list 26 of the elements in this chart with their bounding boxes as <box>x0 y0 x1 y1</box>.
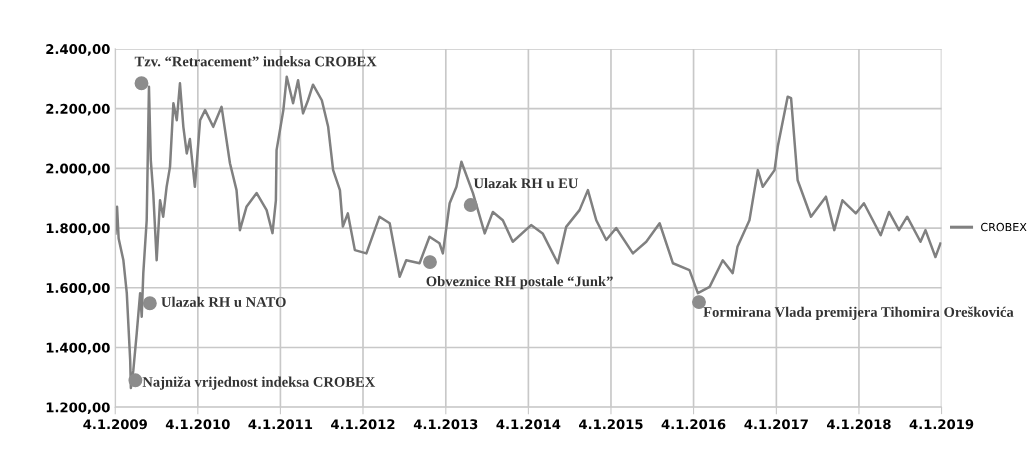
x-tick-label: 4.1.2011 <box>248 419 313 430</box>
annotation: Ulazak RH u EU <box>473 177 579 189</box>
x-tick-label: 4.1.2019 <box>909 419 974 430</box>
line-series <box>115 75 942 390</box>
annotation: Najniža vrijednost indeksa CROBEX <box>142 376 376 390</box>
annotation: Ulazak RH u NATO <box>161 296 286 307</box>
x-tick-label: 4.1.2016 <box>661 419 726 430</box>
x-tick-label: 4.1.2014 <box>496 419 561 430</box>
x-tick-label: 4.1.2010 <box>165 419 230 430</box>
y-tick-label: 1.600,00 <box>46 282 110 295</box>
x-tick-label: 4.1.2017 <box>744 419 808 430</box>
y-tick-label: 1.200,00 <box>46 402 110 415</box>
x-tick-label: 4.1.2015 <box>579 419 643 430</box>
x-tick-label: 4.1.2013 <box>413 419 478 430</box>
y-tick-label: 1.800,00 <box>46 223 110 235</box>
legend-label: CROBEX <box>981 222 1027 232</box>
annotation: Obveznice RH postale “Junk” <box>426 275 613 290</box>
x-tick-label: 4.1.2012 <box>331 419 395 430</box>
x-tick-label: 4.1.2009 <box>83 419 147 430</box>
annotation: Formirana Vlada premijera Tihomira Oreškovića <box>703 306 1014 320</box>
annotation: Tzv. “Retracement” indeksa CROBEX <box>134 56 377 67</box>
x-tick-label: 4.1.2018 <box>826 419 891 430</box>
y-tick-label: 2.200,00 <box>46 103 110 116</box>
y-tick-label: 1.400,00 <box>46 342 110 355</box>
y-tick-label: 2.000,00 <box>46 163 110 176</box>
y-tick-label: 2.400,00 <box>46 44 110 56</box>
